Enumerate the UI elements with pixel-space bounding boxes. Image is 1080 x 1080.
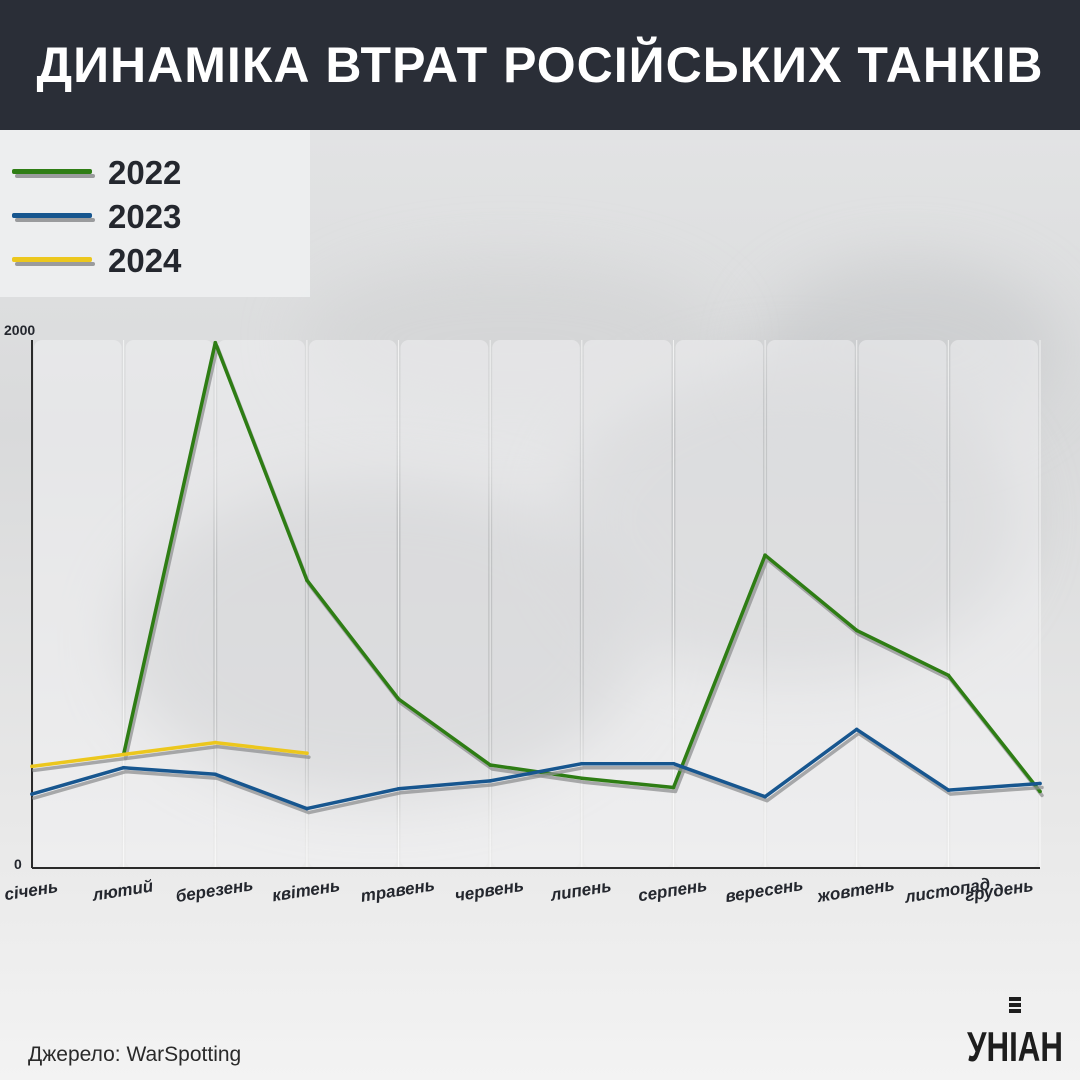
data-point-2023	[1038, 781, 1042, 786]
data-point-2022	[671, 785, 676, 790]
legend-swatch-shadow	[15, 218, 95, 222]
source-note: Джерело: WarSpotting	[28, 1043, 242, 1066]
y-tick-zero: 0	[14, 856, 22, 872]
legend-label-2023: 2023	[108, 198, 182, 235]
x-tick-label: лютий	[90, 876, 155, 905]
data-point-2022	[580, 776, 584, 781]
svg-text:УНІАН: УНІАН	[967, 1023, 1063, 1067]
data-point-2023	[305, 806, 309, 811]
data-point-2023	[763, 794, 767, 799]
x-tick-label: липень	[548, 876, 612, 904]
series-shadow-2023	[32, 731, 1044, 815]
x-tick-label: серпень	[637, 876, 709, 906]
data-point-2022	[396, 697, 401, 701]
grid-column	[217, 340, 305, 868]
data-point-2022	[763, 553, 767, 557]
legend-swatch-2022	[12, 169, 92, 174]
data-point-2022	[854, 628, 859, 633]
x-tick-label: травень	[359, 875, 436, 905]
x-tick-label: квітень	[271, 876, 341, 905]
data-point-2023	[854, 727, 859, 732]
grid-column	[308, 340, 397, 868]
grid-column	[34, 340, 122, 868]
grid-column	[767, 340, 855, 868]
legend-swatch-2024	[12, 257, 92, 262]
data-point-2023	[213, 772, 218, 777]
y-tick-max: 2000	[4, 322, 36, 338]
data-point-2024	[213, 740, 218, 745]
series-line-2024	[30, 740, 309, 769]
data-point-2023	[580, 761, 584, 766]
grid-column	[950, 340, 1038, 868]
series-line-2023	[30, 727, 1042, 811]
title-bar	[0, 0, 1080, 130]
legend-item-2022: 2022	[12, 153, 312, 193]
x-tick-label: січень	[3, 877, 59, 904]
grid-column	[400, 340, 489, 868]
grid-column	[125, 340, 214, 868]
data-point-2023	[488, 779, 492, 783]
data-point-2023	[946, 788, 951, 792]
data-point-2023	[121, 765, 126, 770]
unian-logo: УНІАН	[967, 997, 1063, 1067]
legend-swatch-2023	[12, 213, 92, 218]
x-tick-label: червень	[454, 876, 526, 906]
legend-swatch-shadow	[15, 262, 95, 266]
data-point-2024	[305, 751, 309, 755]
data-point-2022	[213, 340, 218, 345]
chart-title: ДИНАМІКА ВТРАТ РОСІЙСЬКИХ ТАНКІВ	[36, 37, 1044, 93]
legend-label-2022: 2022	[108, 154, 182, 191]
data-point-2024	[30, 764, 34, 769]
legend-label-2024: 2024	[108, 242, 182, 279]
data-point-2022	[1038, 789, 1042, 794]
legend: 2022 2023 2024	[0, 130, 310, 297]
x-tick-label: вересень	[724, 875, 805, 906]
data-point-2022	[946, 673, 951, 678]
series-shadow-2024	[32, 744, 311, 773]
grid-column	[858, 340, 947, 868]
data-point-2023	[396, 787, 401, 791]
data-point-2024	[121, 752, 126, 757]
x-tick-label: жовтень	[815, 875, 896, 906]
legend-item-2023: 2023	[12, 197, 312, 237]
data-point-2023	[671, 761, 676, 766]
legend-item-2024: 2024	[12, 241, 312, 281]
data-point-2022	[488, 763, 492, 767]
legend-swatch-shadow	[15, 174, 95, 178]
grid-column	[492, 340, 580, 868]
grid-column	[583, 340, 672, 868]
data-point-2022	[305, 578, 309, 583]
x-tick-label: березень	[174, 875, 254, 906]
data-point-2023	[30, 792, 34, 796]
